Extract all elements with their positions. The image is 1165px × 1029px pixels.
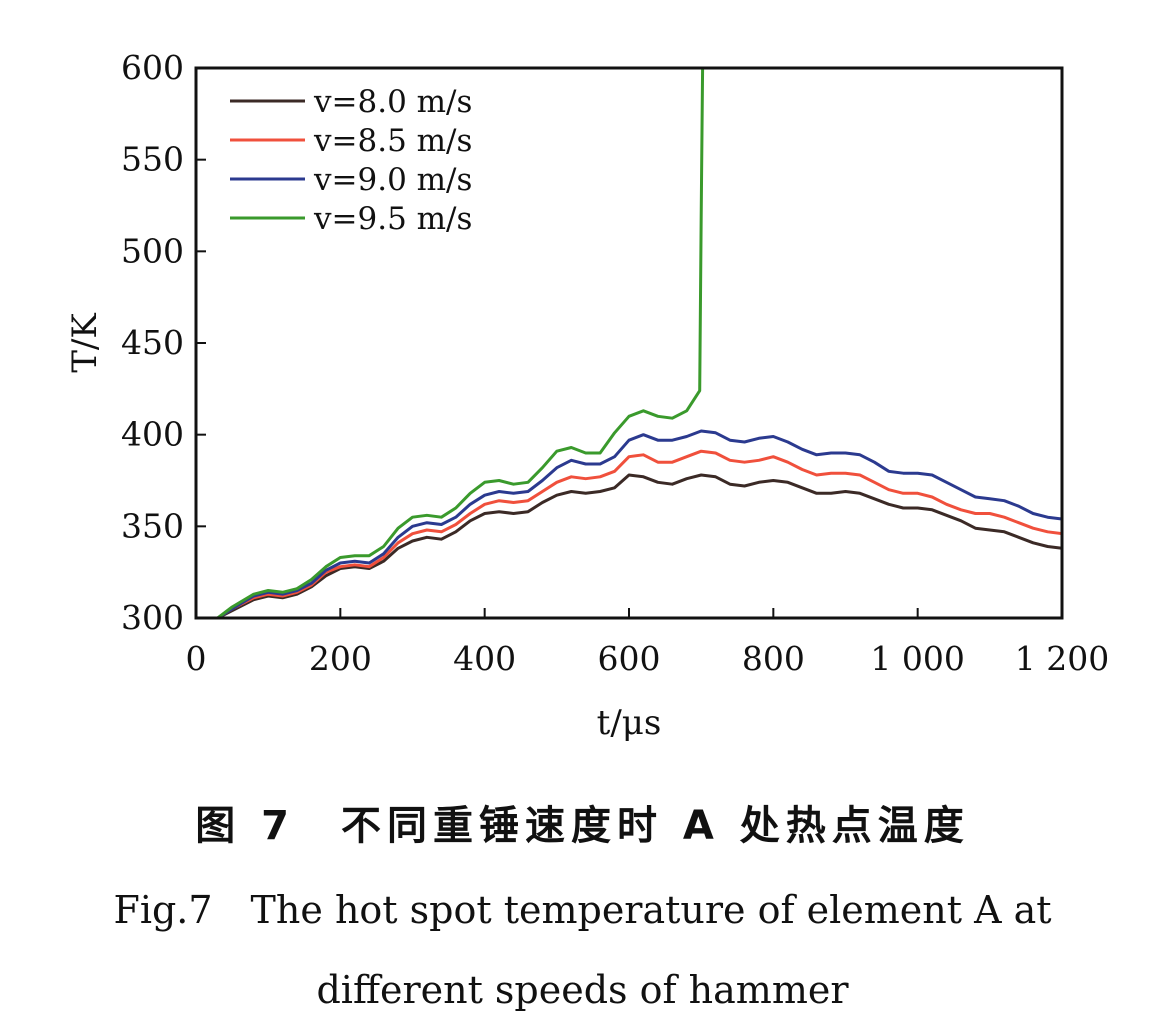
legend-label-3: v=9.0 m/s: [313, 162, 472, 198]
x-tick-label: 1 200: [1015, 639, 1109, 678]
chart-area: 0 200 400 600 800 1 000 1 200 300 350 400 450 500 55…: [65, 48, 1109, 743]
series-line-2: [216, 449, 1062, 618]
line-chart: 0 200 400 600 800 1 000 1 200 300 350 400 450 500 55…: [65, 48, 1109, 743]
y-tick-label: 350: [121, 506, 184, 545]
figure-caption-en-line1: Fig.7 The hot spot temperature of elemen…: [113, 888, 1052, 932]
y-tick-label: 550: [121, 140, 184, 179]
x-tick-label: 600: [598, 639, 661, 678]
x-tick-label: 1 000: [870, 639, 964, 678]
x-tick-label: 400: [453, 639, 516, 678]
series-line-3: [216, 429, 1062, 618]
figure-caption-cn: 图 7 不同重锤速度时 A 处热点温度: [195, 803, 970, 849]
y-tick-label: 300: [121, 598, 184, 637]
y-tick-label: 600: [121, 48, 184, 87]
x-tick-label: 800: [742, 639, 805, 678]
y-axis-label: T/K: [65, 313, 105, 373]
legend-label-1: v=8.0 m/s: [313, 84, 472, 120]
series-line-4: [216, 68, 705, 618]
x-axis-label: t/μs: [597, 703, 662, 743]
y-tick-label: 500: [121, 231, 184, 270]
series-line-1: [217, 473, 1062, 618]
x-tick-label: 0: [186, 639, 207, 678]
x-tick-label: 200: [309, 639, 372, 678]
legend-label-4: v=9.5 m/s: [313, 201, 472, 237]
y-tick-label: 400: [121, 415, 184, 454]
figure-caption-en-line2: different speeds of hammer: [316, 968, 849, 1012]
legend-label-2: v=8.5 m/s: [313, 123, 472, 159]
y-tick-label: 450: [121, 323, 184, 362]
